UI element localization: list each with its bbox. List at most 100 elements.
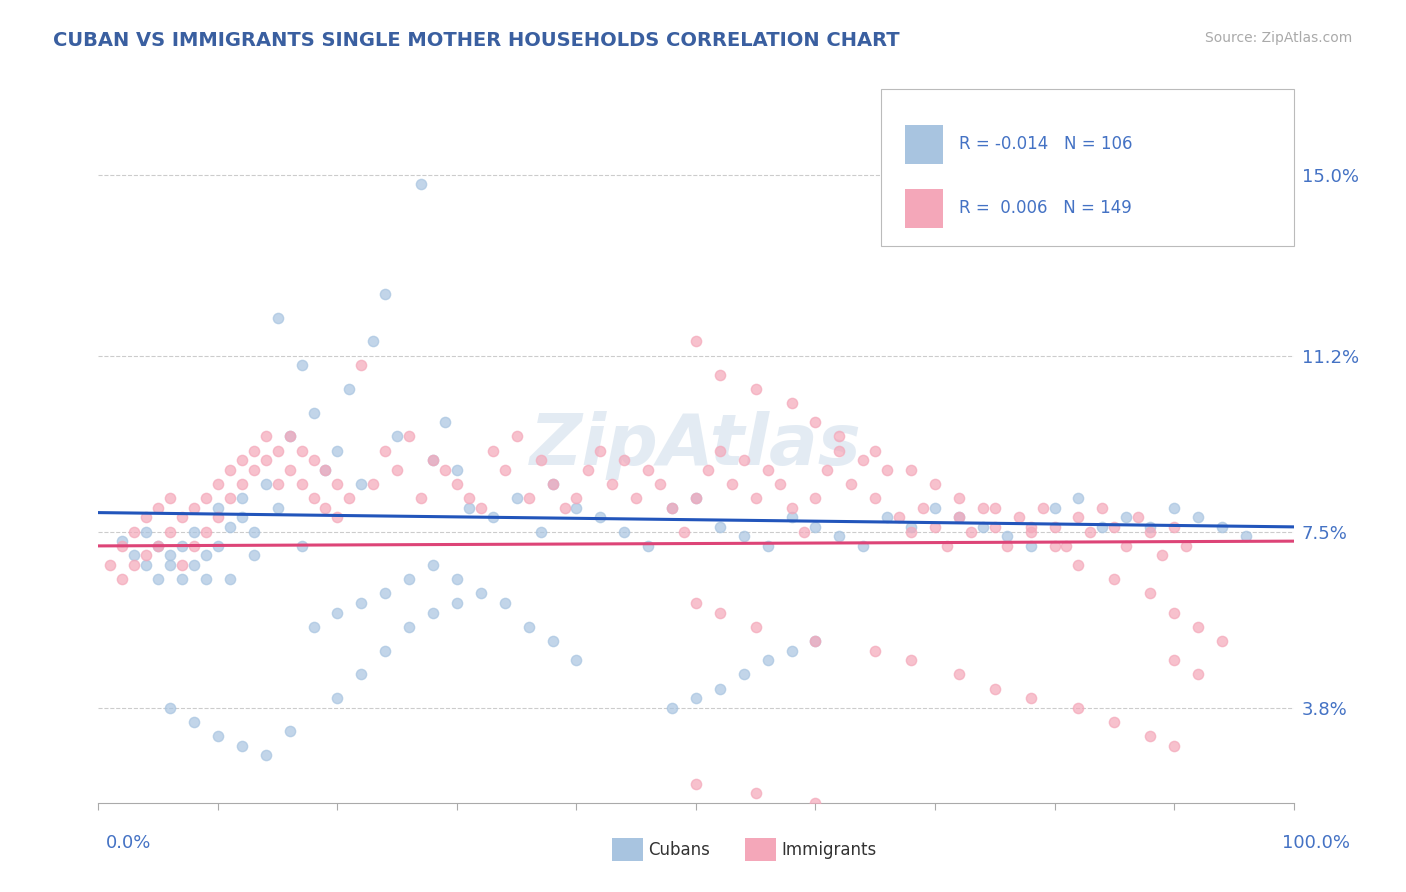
- Point: [148, 572, 170, 586]
- Point: [1139, 586, 1161, 600]
- Point: [745, 620, 768, 634]
- Point: [745, 786, 768, 800]
- Point: [111, 534, 134, 549]
- Point: [207, 500, 229, 515]
- Point: [1091, 520, 1114, 534]
- Point: [780, 510, 803, 524]
- Point: [219, 491, 242, 506]
- Point: [111, 572, 134, 586]
- Point: [243, 549, 266, 563]
- Point: [554, 500, 576, 515]
- Point: [350, 477, 373, 491]
- Point: [865, 810, 887, 824]
- Point: [267, 443, 290, 458]
- Text: 100.0%: 100.0%: [1282, 834, 1350, 852]
- Point: [446, 596, 468, 610]
- Point: [291, 477, 314, 491]
- Point: [948, 510, 970, 524]
- Point: [709, 520, 731, 534]
- Point: [1211, 634, 1233, 648]
- Point: [995, 529, 1018, 543]
- Point: [565, 491, 588, 506]
- Point: [207, 510, 229, 524]
- Point: [804, 634, 827, 648]
- Point: [172, 539, 194, 553]
- Point: [1115, 510, 1137, 524]
- Point: [1104, 714, 1126, 729]
- Point: [98, 558, 122, 572]
- Point: [291, 358, 314, 372]
- Point: [254, 477, 277, 491]
- Point: [768, 477, 790, 491]
- Point: [326, 691, 349, 706]
- Point: [172, 572, 194, 586]
- Point: [745, 382, 768, 396]
- Point: [865, 491, 887, 506]
- Point: [159, 549, 181, 563]
- Point: [685, 691, 707, 706]
- Point: [1152, 549, 1174, 563]
- Point: [278, 463, 301, 477]
- Point: [1187, 667, 1209, 681]
- Point: [685, 777, 707, 791]
- Point: [709, 443, 731, 458]
- Point: [578, 463, 600, 477]
- Point: [613, 524, 636, 539]
- Point: [995, 539, 1018, 553]
- Point: [148, 539, 170, 553]
- Text: ZipAtlas: ZipAtlas: [530, 411, 862, 481]
- Point: [363, 477, 385, 491]
- Point: [494, 596, 516, 610]
- Point: [183, 714, 205, 729]
- Point: [411, 178, 433, 192]
- Point: [219, 520, 242, 534]
- Point: [948, 667, 970, 681]
- Point: [852, 539, 875, 553]
- Point: [207, 477, 229, 491]
- Point: [1175, 539, 1198, 553]
- Point: [1067, 510, 1090, 524]
- Point: [709, 606, 731, 620]
- Point: [1163, 653, 1185, 667]
- Point: [398, 620, 420, 634]
- Point: [852, 453, 875, 467]
- Point: [733, 453, 755, 467]
- Point: [350, 358, 373, 372]
- Text: CUBAN VS IMMIGRANTS SINGLE MOTHER HOUSEHOLDS CORRELATION CHART: CUBAN VS IMMIGRANTS SINGLE MOTHER HOUSEH…: [53, 31, 900, 50]
- Point: [924, 520, 946, 534]
- Point: [673, 524, 696, 539]
- Point: [124, 549, 146, 563]
- Point: [1080, 524, 1102, 539]
- Point: [159, 700, 181, 714]
- Point: [458, 491, 481, 506]
- Point: [385, 429, 409, 443]
- Point: [1056, 539, 1078, 553]
- Point: [195, 572, 218, 586]
- Point: [541, 477, 564, 491]
- Point: [1163, 739, 1185, 753]
- Point: [589, 443, 612, 458]
- Point: [135, 524, 157, 539]
- Point: [828, 429, 851, 443]
- Point: [1187, 510, 1209, 524]
- Point: [1163, 606, 1185, 620]
- Point: [302, 453, 325, 467]
- Point: [302, 620, 325, 634]
- Point: [1008, 510, 1031, 524]
- Point: [339, 382, 361, 396]
- Point: [900, 463, 922, 477]
- Point: [1234, 529, 1257, 543]
- Point: [613, 453, 636, 467]
- Point: [793, 524, 815, 539]
- Point: [183, 558, 205, 572]
- Point: [1128, 510, 1150, 524]
- Point: [804, 415, 827, 429]
- Point: [291, 443, 314, 458]
- Point: [756, 653, 779, 667]
- Point: [254, 429, 277, 443]
- Point: [302, 491, 325, 506]
- Point: [254, 453, 277, 467]
- Point: [924, 477, 946, 491]
- Point: [231, 510, 253, 524]
- Point: [195, 549, 218, 563]
